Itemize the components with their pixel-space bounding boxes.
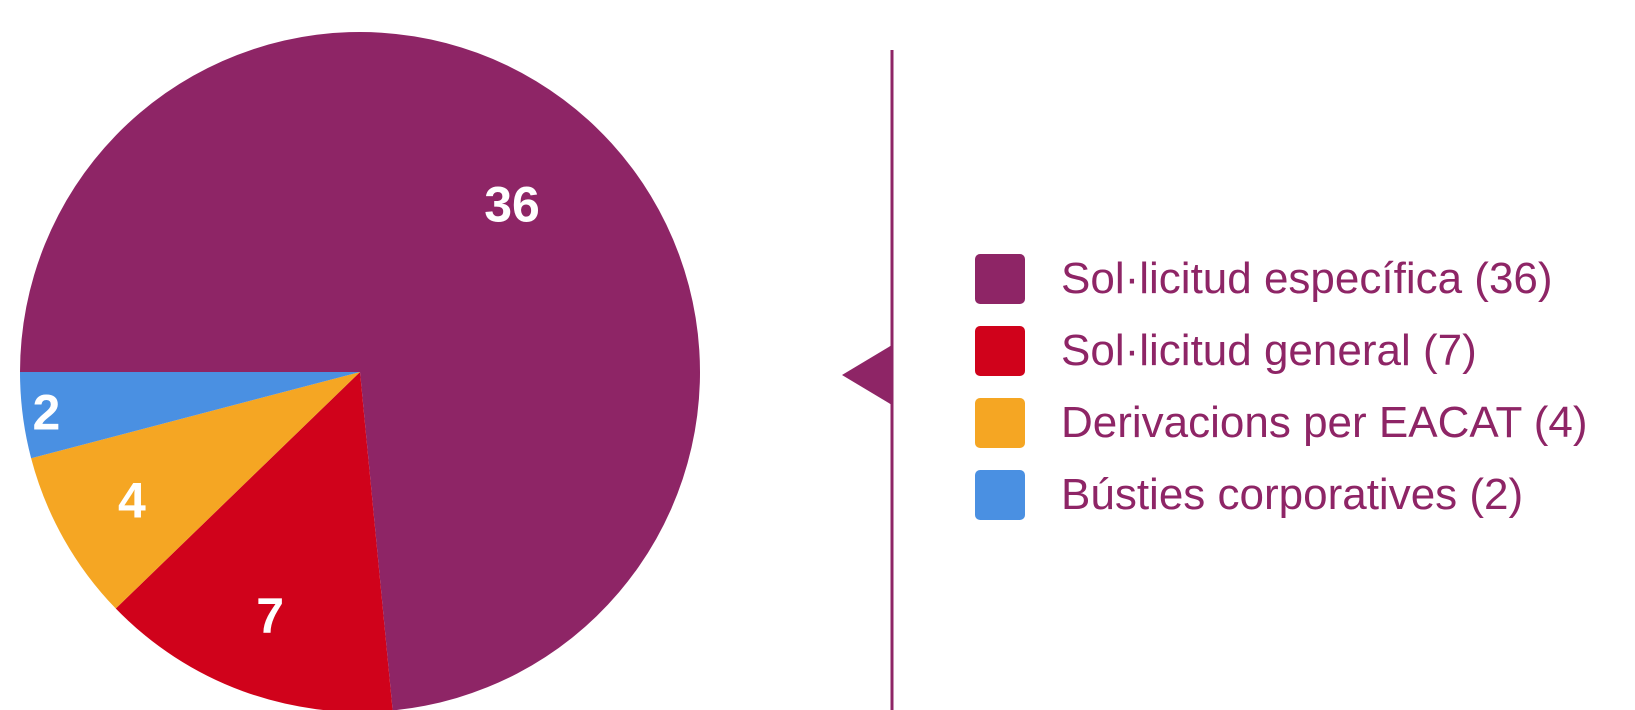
legend-item-especifica: Sol·licitud específica (36): [975, 243, 1635, 315]
pie-data-label: 2: [32, 384, 60, 440]
legend-item-eacat: Derivacions per EACAT (4): [975, 387, 1635, 459]
legend-swatch: [975, 470, 1025, 520]
legend-label: Sol·licitud específica (36): [1061, 254, 1553, 303]
pie-slice: [115, 372, 393, 710]
pie-data-label: 7: [256, 588, 284, 644]
legend-item-busties: Bústies corporatives (2): [975, 459, 1635, 531]
pie-data-labels: 36 7 4 2: [32, 177, 539, 644]
legend-item-general: Sol·licitud general (7): [975, 315, 1635, 387]
legend-swatch: [975, 326, 1025, 376]
pie-data-label: 4: [118, 472, 146, 528]
pie-chart: 36 7 4 2: [20, 32, 700, 710]
pie-data-label: 36: [484, 177, 540, 233]
legend: Sol·licitud específica (36) Sol·licitud …: [975, 243, 1635, 531]
pie-slice: [20, 372, 360, 459]
divider-arrow: [842, 345, 892, 405]
legend-swatch: [975, 398, 1025, 448]
legend-label: Derivacions per EACAT (4): [1061, 398, 1588, 447]
legend-label: Sol·licitud general (7): [1061, 326, 1477, 375]
pie-slices: [20, 32, 700, 710]
pie-slice: [20, 32, 700, 710]
legend-label: Bústies corporatives (2): [1061, 470, 1524, 519]
legend-swatch: [975, 254, 1025, 304]
divider-pointer: [842, 50, 894, 710]
pie-slice: [31, 372, 360, 609]
